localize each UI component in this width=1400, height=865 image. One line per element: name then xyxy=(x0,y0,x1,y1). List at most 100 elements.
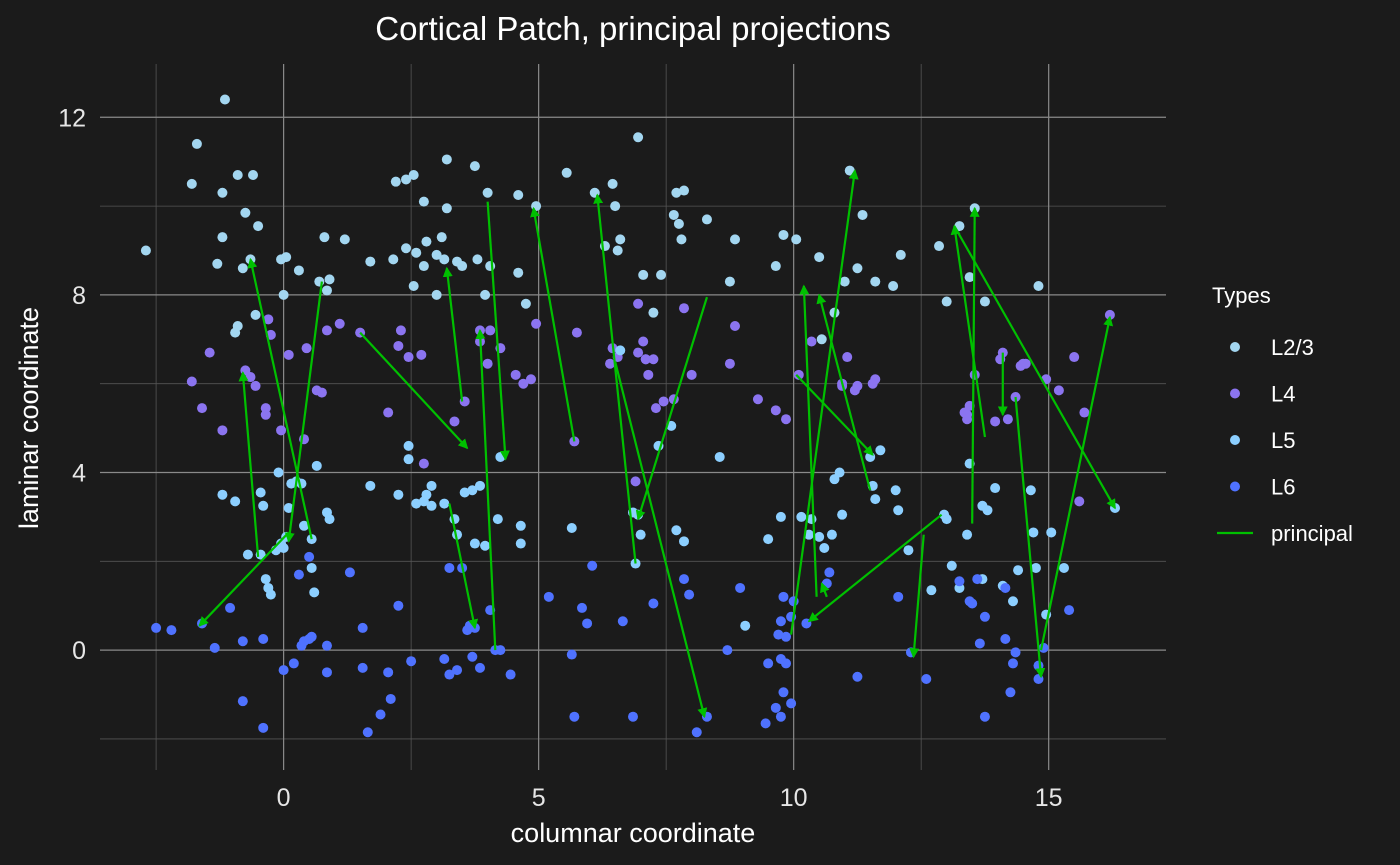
data-point-l5 xyxy=(837,509,848,520)
data-point-l23 xyxy=(293,265,304,276)
x-tick-label: 5 xyxy=(532,784,546,812)
data-point-l4 xyxy=(962,414,973,425)
data-point-l5 xyxy=(1025,485,1036,496)
data-point-l23 xyxy=(278,289,289,300)
data-point-l5 xyxy=(242,549,253,560)
data-point-l23 xyxy=(531,201,542,212)
data-point-l23 xyxy=(612,245,623,256)
data-point-l6 xyxy=(258,634,269,645)
data-point-l5 xyxy=(962,529,973,540)
data-point-l23 xyxy=(895,249,906,260)
data-point-l23 xyxy=(679,185,690,196)
data-point-l6 xyxy=(357,662,368,673)
data-point-l4 xyxy=(1079,407,1090,418)
data-point-l6 xyxy=(974,638,985,649)
data-point-l6 xyxy=(921,673,932,684)
principal-arrow xyxy=(238,371,260,557)
data-point-l6 xyxy=(979,611,990,622)
data-point-l5 xyxy=(982,505,993,516)
data-point-l23 xyxy=(250,309,261,320)
data-point-l23 xyxy=(888,281,899,292)
data-point-l4 xyxy=(605,358,616,369)
data-point-l23 xyxy=(472,254,483,265)
data-point-l5 xyxy=(426,480,437,491)
data-point-l5 xyxy=(495,451,506,462)
data-point-l6 xyxy=(1000,582,1011,593)
data-point-l23 xyxy=(839,276,850,287)
data-point-l23 xyxy=(408,170,419,181)
data-point-l5 xyxy=(1058,562,1069,573)
data-point-l5 xyxy=(990,483,1001,494)
legend-label-l23: L2/3 xyxy=(1271,335,1314,360)
data-point-l5 xyxy=(324,514,335,525)
legend-key-l5 xyxy=(1230,435,1240,445)
principal-arrow xyxy=(799,284,818,597)
principal-arrow xyxy=(359,331,469,450)
data-point-l5 xyxy=(870,494,881,505)
data-point-l23 xyxy=(964,272,975,283)
data-point-l5 xyxy=(1007,596,1018,607)
data-point-l4 xyxy=(525,374,536,385)
data-point-l4 xyxy=(186,376,197,387)
legend-key-l23 xyxy=(1230,342,1240,352)
data-point-l4 xyxy=(870,374,881,385)
data-point-l6 xyxy=(773,629,784,640)
data-point-l6 xyxy=(775,711,786,722)
data-point-l5 xyxy=(635,529,646,540)
data-point-l6 xyxy=(385,693,396,704)
data-point-l6 xyxy=(1010,647,1021,658)
y-tick-label: 4 xyxy=(72,460,86,488)
data-point-l4 xyxy=(416,349,427,360)
data-point-l4 xyxy=(679,303,690,314)
data-point-l23 xyxy=(439,254,450,265)
data-point-l6 xyxy=(474,662,485,673)
data-point-l5 xyxy=(469,538,480,549)
data-point-l6 xyxy=(444,669,455,680)
data-point-l6 xyxy=(770,702,781,713)
data-point-l4 xyxy=(1020,358,1031,369)
data-point-l5 xyxy=(278,542,289,553)
data-point-l23 xyxy=(638,269,649,280)
data-point-l23 xyxy=(401,174,412,185)
data-point-l4 xyxy=(1074,496,1085,507)
data-point-l5 xyxy=(411,498,422,509)
data-point-l4 xyxy=(204,347,215,358)
data-point-l6 xyxy=(617,616,628,627)
data-point-l23 xyxy=(814,252,825,263)
principal-arrow xyxy=(614,361,708,719)
data-point-l6 xyxy=(778,687,789,698)
data-point-l6 xyxy=(1000,634,1011,645)
data-point-l6 xyxy=(954,576,965,587)
data-point-l23 xyxy=(701,214,712,225)
principal-arrow xyxy=(198,531,290,627)
data-point-l23 xyxy=(469,161,480,172)
data-point-l23 xyxy=(724,276,735,287)
data-point-l6 xyxy=(321,667,332,678)
principal-arrow xyxy=(635,296,709,521)
data-point-l5 xyxy=(365,480,376,491)
data-point-l5 xyxy=(890,485,901,496)
data-point-l5 xyxy=(803,529,814,540)
data-point-l4 xyxy=(393,340,404,351)
data-point-l5 xyxy=(796,511,807,522)
data-point-l5 xyxy=(566,523,577,534)
data-point-l5 xyxy=(474,480,485,491)
data-point-l6 xyxy=(444,562,455,573)
data-point-l4 xyxy=(260,403,271,414)
legend-key-l6 xyxy=(1230,481,1240,492)
data-point-l4 xyxy=(217,425,228,436)
data-point-l6 xyxy=(209,642,220,653)
data-point-l4 xyxy=(648,354,659,365)
data-point-l4 xyxy=(250,380,261,391)
tick-labels-layer: 0 5 10 15 0 4 8 12 xyxy=(58,104,1062,812)
data-point-l4 xyxy=(842,352,853,363)
data-point-l23 xyxy=(857,209,868,220)
data-point-l23 xyxy=(219,94,230,105)
data-point-l6 xyxy=(628,711,638,722)
data-point-l4 xyxy=(334,318,345,329)
data-point-l23 xyxy=(230,327,241,338)
data-point-l23 xyxy=(339,234,350,245)
data-point-l5 xyxy=(615,345,626,356)
